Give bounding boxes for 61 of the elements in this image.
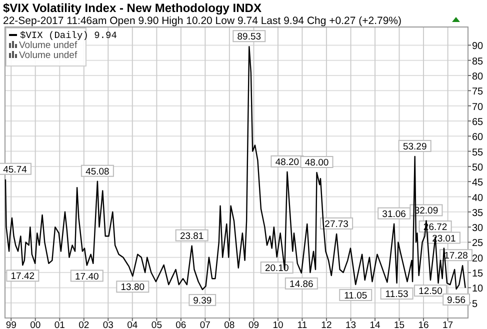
y-tick-label: 40 xyxy=(472,192,484,204)
annotation: 48.20 xyxy=(275,156,300,168)
x-tick-label: 14 xyxy=(370,320,380,329)
annotation: 9.56 xyxy=(447,295,466,306)
y-tick-label: 80 xyxy=(472,72,484,82)
y-tick-label: 45 xyxy=(472,178,484,189)
y-tick-label: 85 xyxy=(472,56,484,68)
x-tick-label: 03 xyxy=(102,320,114,329)
y-tick-label: 70 xyxy=(472,102,484,113)
annotation: 17.42 xyxy=(10,271,35,282)
x-tick-label: 08 xyxy=(224,320,235,329)
y-tick-label: 90 xyxy=(472,41,484,52)
x-tick-label: 99 xyxy=(6,320,16,329)
annotation: 11.53 xyxy=(385,289,408,300)
annotation: 9.39 xyxy=(193,296,212,307)
annotation: 12.50 xyxy=(418,286,442,298)
x-tick-label: 10 xyxy=(272,320,284,329)
y-tick-label: 5 xyxy=(472,298,478,310)
annotation: 23.81 xyxy=(180,230,204,242)
annotation: 27.73 xyxy=(324,218,348,230)
chart-subtitle: 22-Sep-2017 11:46am Open 9.90 High 10.20 Low 9.74 Last 9.94 Chg +0.27 (+2.79%) xyxy=(3,15,402,27)
annotation: 45.74 xyxy=(3,164,27,176)
annotation: 11.05 xyxy=(344,290,368,302)
chart-title: $VIX Volatility Index - New Methodology INDX xyxy=(3,1,262,15)
y-tick-label: 55 xyxy=(472,147,484,158)
x-tick-label: 05 xyxy=(151,320,162,329)
x-tick-label: 12 xyxy=(321,320,332,329)
annotation: 17.40 xyxy=(75,271,99,282)
x-tick-label: 16 xyxy=(418,320,429,329)
x-tick-label: 15 xyxy=(394,320,405,329)
annotation: 13.80 xyxy=(120,282,145,294)
x-tick-label: 11 xyxy=(297,320,308,329)
y-tick-label: 20 xyxy=(472,253,484,264)
x-tick-label: 00 xyxy=(30,320,41,329)
y-tick-label: 10 xyxy=(472,284,484,295)
annotation: 48.00 xyxy=(304,158,329,168)
x-tick-label: 01 xyxy=(54,320,65,329)
x-tick-label: 13 xyxy=(345,320,356,329)
x-tick-label: 06 xyxy=(176,320,186,329)
legend-label: $VIX (Daily) 9.94 xyxy=(20,30,118,41)
y-tick-label: 60 xyxy=(472,132,484,144)
annotation: 31.06 xyxy=(382,208,406,220)
x-tick-label: 09 xyxy=(248,320,260,329)
annotation: 89.53 xyxy=(237,32,262,43)
y-tick-label: 30 xyxy=(472,223,484,234)
x-tick-label: 04 xyxy=(127,320,138,329)
y-tick-label: 35 xyxy=(472,208,484,219)
y-tick-label: 50 xyxy=(472,162,484,174)
y-tick-label: 75 xyxy=(472,86,484,98)
y-tick-label: 25 xyxy=(472,238,484,250)
x-tick-label: 17 xyxy=(442,320,454,329)
annotation: Volume undef xyxy=(19,40,78,51)
x-tick-label: 07 xyxy=(200,320,210,329)
annotation: 14.86 xyxy=(290,278,314,290)
annotation: 53.29 xyxy=(402,141,427,152)
x-tick-label: 02 xyxy=(78,320,90,329)
annotation: 45.08 xyxy=(86,166,110,178)
y-tick-label: 15 xyxy=(472,268,484,280)
y-tick-label: 65 xyxy=(472,116,484,128)
annotation: 17.28 xyxy=(444,250,468,262)
annotation: Volume undef xyxy=(19,50,78,61)
